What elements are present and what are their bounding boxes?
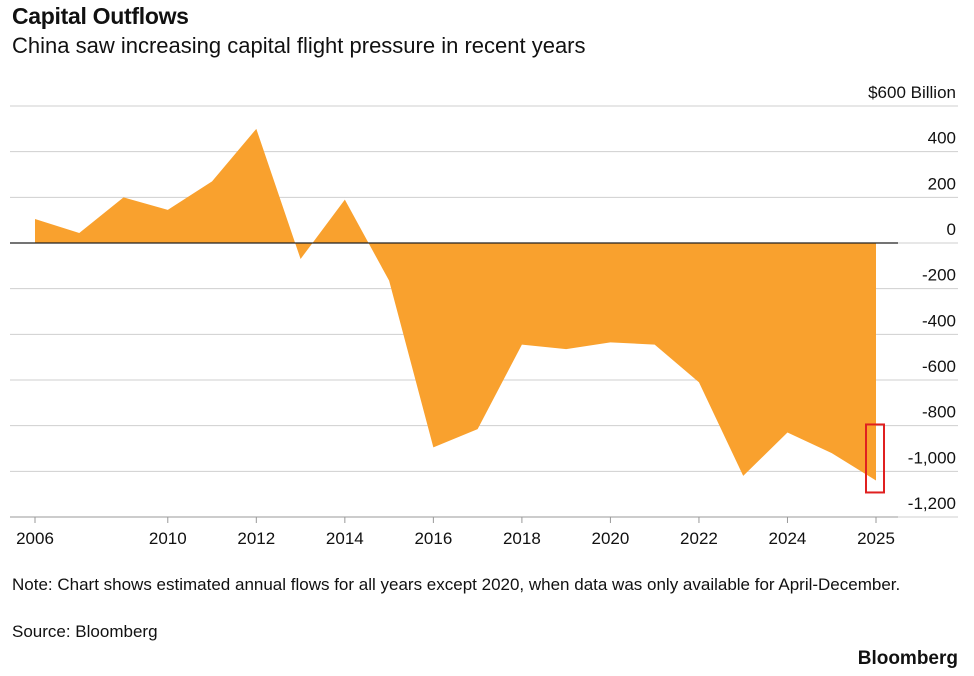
x-tick-label: 2010 [149, 529, 187, 548]
y-tick-label: -1,000 [908, 448, 956, 467]
chart-title: Capital Outflows [12, 3, 189, 29]
highlight-box [865, 423, 885, 494]
y-tick-label: 400 [928, 129, 956, 148]
y-tick-label: -1,200 [908, 494, 956, 513]
brand: Bloomberg [857, 648, 958, 669]
x-tick-label: 2006 [16, 529, 54, 548]
x-tick-label: 2024 [769, 529, 807, 548]
y-tick-label: -400 [922, 311, 956, 330]
x-tick-label: 2016 [414, 529, 452, 548]
y-tick-label: -200 [922, 266, 956, 285]
source: Source: Bloomberg [12, 622, 158, 641]
y-tick-label: $600 Billion [868, 83, 956, 102]
y-tick-label: -800 [922, 403, 956, 422]
chart-subtitle: China saw increasing capital flight pres… [12, 33, 586, 58]
y-tick-label: 0 [947, 220, 956, 239]
x-tick-label: 2020 [592, 529, 630, 548]
x-tick-label: 2022 [680, 529, 718, 548]
x-tick-label: 2018 [503, 529, 541, 548]
x-tick-label: 2025 [857, 529, 895, 548]
y-tick-label: 200 [928, 174, 956, 193]
area [35, 128, 876, 481]
x-tick-label: 2012 [237, 529, 275, 548]
y-tick-label: -600 [922, 357, 956, 376]
note: Note: Chart shows estimated annual flows… [12, 575, 901, 594]
x-tick-label: 2014 [326, 529, 364, 548]
